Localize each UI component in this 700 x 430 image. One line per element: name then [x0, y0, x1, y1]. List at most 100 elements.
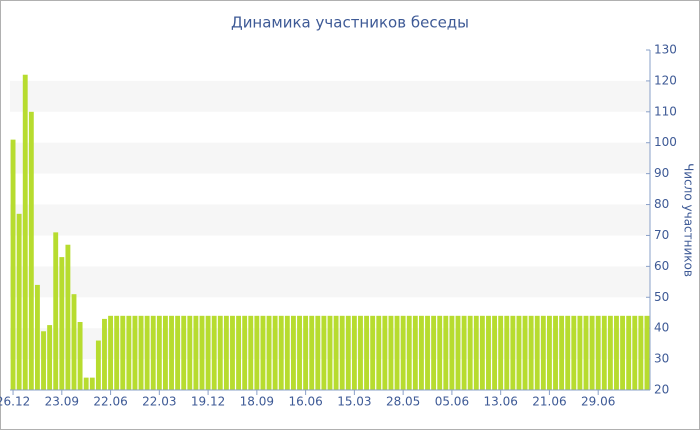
bar	[83, 377, 89, 390]
y-tick-label: 50	[654, 290, 669, 304]
bar	[486, 315, 491, 390]
bar	[10, 139, 16, 390]
bar	[351, 315, 357, 390]
bar	[333, 315, 339, 390]
bar	[290, 315, 296, 390]
bar	[510, 315, 516, 390]
bar	[156, 315, 162, 390]
bar	[266, 315, 272, 390]
bar	[327, 315, 333, 390]
bar	[53, 232, 59, 390]
x-tick-label: 22.06	[93, 395, 127, 409]
bar	[607, 315, 613, 390]
bar	[260, 315, 266, 390]
y-tick-label: 110	[654, 104, 677, 118]
x-tick-label: 28.05	[386, 395, 420, 409]
y-tick-label: 20	[654, 383, 669, 397]
x-tick-label: 13.06	[483, 395, 517, 409]
x-tick-label: 26.12	[0, 395, 30, 409]
bar	[47, 325, 53, 390]
bar	[498, 315, 504, 390]
x-tick-label: 22.03	[142, 395, 176, 409]
bar	[272, 315, 278, 390]
y-tick-label: 40	[654, 321, 669, 335]
bar	[132, 315, 138, 390]
bar	[230, 315, 235, 390]
x-tick-label: 05.06	[435, 395, 469, 409]
bar	[144, 315, 150, 390]
bar	[138, 315, 144, 390]
bar	[187, 315, 193, 390]
bar	[425, 315, 430, 390]
bar	[193, 315, 199, 390]
y-tick-label: 30	[654, 352, 669, 366]
bar	[455, 315, 461, 390]
y-tick-label: 130	[654, 43, 677, 57]
bar	[150, 315, 156, 390]
bar	[248, 315, 254, 390]
bar	[223, 315, 229, 390]
bar	[449, 315, 455, 390]
grid-band	[10, 142, 650, 174]
bar	[467, 315, 473, 390]
bar	[236, 315, 242, 390]
bar	[65, 244, 71, 390]
bar	[242, 315, 248, 390]
bar	[102, 318, 107, 390]
bar	[16, 213, 22, 390]
bar	[34, 284, 40, 390]
bar	[583, 315, 589, 390]
bar	[345, 315, 351, 390]
bar	[614, 315, 619, 390]
grid-band	[10, 80, 650, 112]
grid-band	[10, 204, 650, 236]
bar	[473, 315, 479, 390]
bar	[546, 315, 552, 390]
grid-band	[10, 266, 650, 298]
bar	[504, 315, 510, 390]
bar	[370, 315, 376, 390]
y-tick-label: 120	[654, 73, 677, 87]
bar	[626, 315, 632, 390]
x-tick-label: 18.09	[240, 395, 274, 409]
x-tick-label: 21.06	[532, 395, 566, 409]
bar	[315, 315, 321, 390]
bar	[565, 315, 571, 390]
bar	[205, 315, 211, 390]
bar	[22, 74, 28, 391]
bar	[59, 257, 65, 390]
bar	[632, 315, 638, 390]
bar	[516, 315, 522, 390]
y-tick-label: 70	[654, 228, 669, 242]
x-tick-label: 23.09	[45, 395, 79, 409]
bar	[364, 315, 370, 390]
bar	[540, 315, 546, 390]
bar	[303, 315, 309, 390]
x-tick-label: 19.12	[191, 395, 225, 409]
bar	[77, 322, 83, 390]
bar	[181, 315, 187, 390]
bar	[644, 315, 650, 390]
bar	[376, 315, 382, 390]
bar	[217, 315, 223, 390]
bar	[278, 315, 284, 390]
bar	[571, 315, 577, 390]
bar	[162, 315, 168, 390]
bar	[297, 315, 302, 390]
bar	[528, 315, 534, 390]
bar	[339, 315, 345, 390]
y-tick-label: 60	[654, 259, 669, 273]
bar	[589, 315, 595, 390]
bar	[534, 315, 540, 390]
bar	[309, 315, 315, 390]
bar	[89, 377, 95, 390]
bar	[95, 340, 101, 390]
bar	[437, 315, 443, 390]
bar	[418, 315, 424, 390]
bar	[382, 315, 388, 390]
bar	[126, 315, 132, 390]
bar	[394, 315, 400, 390]
bar	[41, 331, 46, 390]
bar	[492, 315, 498, 390]
